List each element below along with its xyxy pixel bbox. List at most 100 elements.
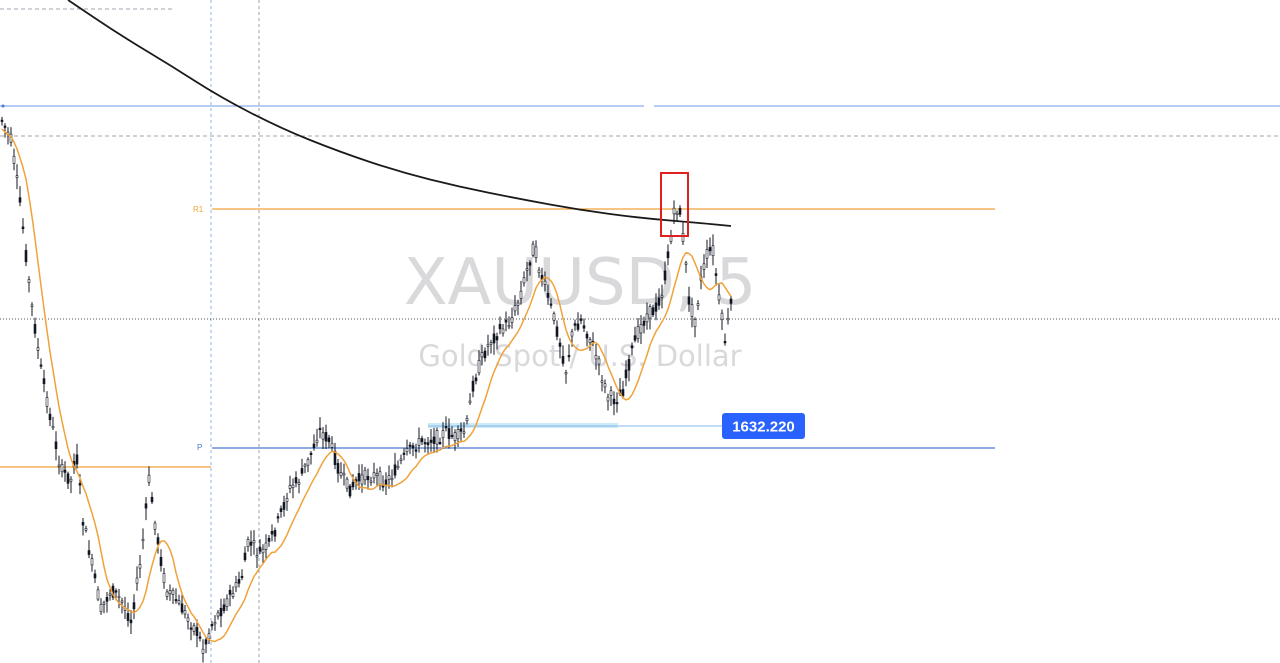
candle-body <box>231 593 235 597</box>
candle-body <box>579 318 583 321</box>
candle-body <box>474 377 478 382</box>
candle-body <box>54 441 58 450</box>
candle-body <box>324 432 328 442</box>
candle-body <box>675 212 679 216</box>
candle-body <box>90 558 94 566</box>
candle-body <box>672 207 676 215</box>
candle-body <box>423 442 427 445</box>
candle-body <box>666 251 670 259</box>
candle-body <box>573 323 577 326</box>
candle-body <box>207 633 211 639</box>
candle-body <box>294 477 298 484</box>
candle-body <box>369 480 373 483</box>
candle-body <box>246 539 250 547</box>
candle-body <box>402 452 406 455</box>
candle-body <box>639 324 643 334</box>
candle-body <box>447 428 451 439</box>
candle-body <box>189 627 193 630</box>
candle-body <box>477 360 481 374</box>
candle-body <box>660 295 664 298</box>
candle-body <box>165 591 169 597</box>
candle-body <box>702 263 706 270</box>
candle-body <box>615 402 619 405</box>
candle-body <box>684 262 688 265</box>
candle-body <box>36 347 40 351</box>
candle-body <box>534 246 538 258</box>
candle-body <box>45 397 49 407</box>
candle-body <box>495 336 499 341</box>
candle-body <box>384 479 388 486</box>
ma-short-line <box>1 128 732 643</box>
candle-body <box>153 522 157 530</box>
candles <box>0 116 733 663</box>
candle-body <box>198 636 202 639</box>
candle-body <box>297 482 301 485</box>
candle-body <box>570 331 574 337</box>
candle-body <box>291 484 295 488</box>
candle-body <box>168 590 172 595</box>
candle-body <box>438 441 442 445</box>
candle-body <box>219 607 223 617</box>
candle-body <box>561 356 565 364</box>
candle-body <box>264 542 268 550</box>
candle-body <box>48 413 52 421</box>
candle-body <box>507 325 511 328</box>
candle-body <box>102 602 106 605</box>
candle-body <box>687 296 691 305</box>
candle-body <box>240 575 244 579</box>
candle-body <box>150 496 154 503</box>
price-tag[interactable] <box>722 413 805 439</box>
candle-body <box>360 474 364 485</box>
candle-body <box>129 619 133 624</box>
candle-body <box>471 380 475 392</box>
candle-body <box>321 432 325 440</box>
candle-body <box>75 454 79 465</box>
candle-body <box>567 355 571 358</box>
candle-body <box>273 530 277 537</box>
candle-body <box>366 476 370 481</box>
candle-body <box>51 426 55 429</box>
candle-body <box>435 430 439 445</box>
candle-body <box>339 472 343 477</box>
candle-body <box>594 355 598 360</box>
candle-body <box>42 378 46 385</box>
watermark-description: Gold Spot / U.S. Dollar <box>418 339 741 373</box>
candle-body <box>24 250 28 263</box>
candle-body <box>636 326 640 339</box>
candle-body <box>456 429 460 440</box>
candle-body <box>468 400 472 404</box>
candle-body <box>513 305 517 312</box>
candle-body <box>711 245 715 257</box>
candle-body <box>429 439 433 443</box>
candle-body <box>453 432 457 441</box>
candle-body <box>654 302 658 312</box>
candle-body <box>558 342 562 347</box>
ma-long-line <box>67 0 732 227</box>
candle-body <box>267 537 271 542</box>
highlight-box[interactable] <box>660 172 689 237</box>
candle-body <box>729 298 733 304</box>
candle-body <box>426 442 430 446</box>
candle-body <box>210 623 214 627</box>
candle-body <box>162 573 166 583</box>
candle-body <box>114 590 118 593</box>
candle-body <box>501 328 505 334</box>
candle-body <box>588 339 592 343</box>
r1-level-label: R1 <box>193 205 204 214</box>
candle-body <box>84 528 88 531</box>
candle-body <box>432 436 436 444</box>
candle-body <box>564 372 568 375</box>
candle-body <box>15 175 19 178</box>
candle-body <box>531 243 535 256</box>
candle-body <box>609 390 613 396</box>
candle-body <box>0 119 4 122</box>
candle-body <box>120 600 124 603</box>
candle-body <box>726 318 730 321</box>
candle-body <box>414 449 418 452</box>
candle-body <box>510 317 514 323</box>
candle-body <box>336 463 340 474</box>
candle-body <box>516 302 520 306</box>
candle-body <box>375 473 379 476</box>
